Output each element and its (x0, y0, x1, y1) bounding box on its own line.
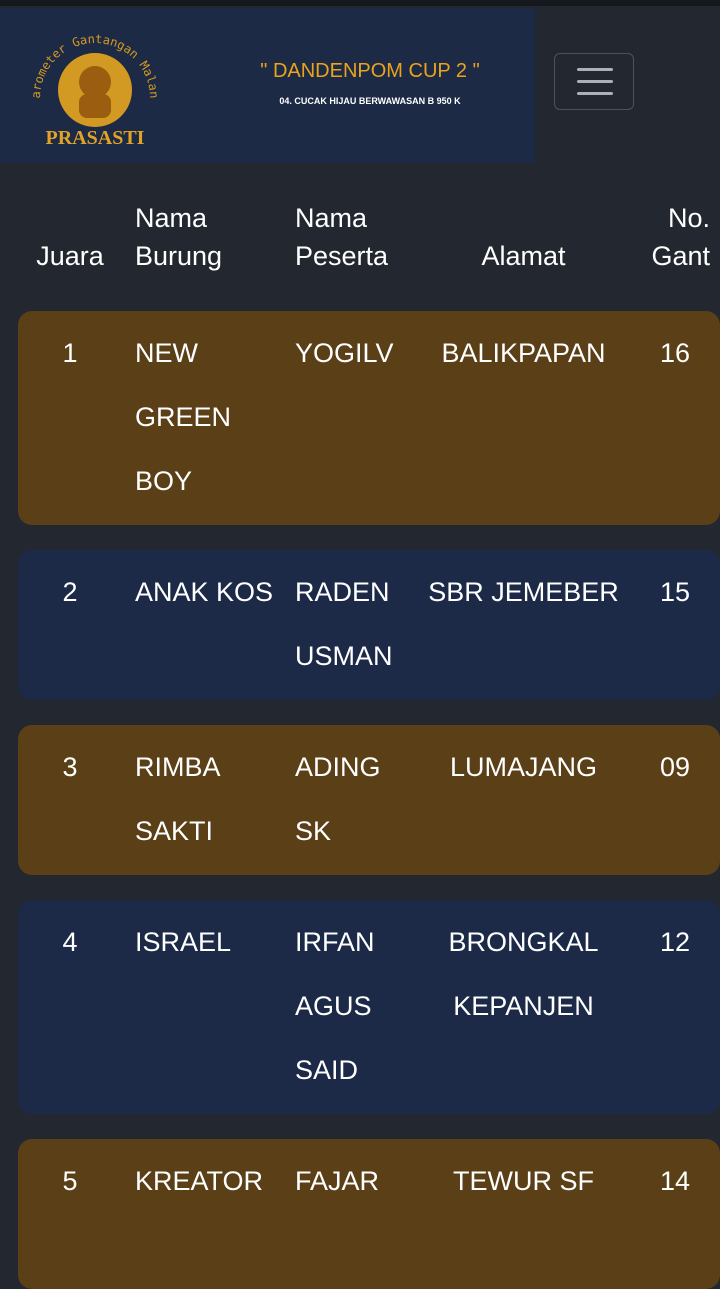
cell: TEWUR SF (453, 1166, 594, 1196)
cell: FAJAR (295, 1166, 380, 1196)
cell: 15 (659, 577, 691, 607)
column-header: Juara (36, 241, 104, 271)
cell: 3 (62, 752, 78, 782)
cell: 14 (659, 1166, 691, 1196)
cell: BALIKPAPAN (441, 338, 606, 368)
menu-button[interactable] (554, 53, 634, 110)
cell: ANAK KOS (135, 577, 274, 607)
result-row: 2 ANAK KOS RADEN USMAN SBR JEMEBER 15 (18, 550, 720, 700)
result-row: 5 KREATOR FAJAR TEWUR SF 14 (18, 1139, 720, 1289)
subtitle: 04. CUCAK HIJAU BERWAWASAN B 950 K (279, 96, 461, 106)
column-header: Alamat (481, 241, 566, 271)
cell: ISRAEL (135, 927, 232, 957)
result-row: 3 RIMBA SAKTI ADING SK LUMAJANG 09 (18, 725, 720, 875)
cell: LUMAJANG (449, 752, 598, 782)
cell: 4 (62, 927, 78, 957)
cell: ADING SK (295, 752, 381, 846)
cell: RADEN USMAN (295, 577, 393, 671)
result-row: 1 NEW GREEN BOY YOGILV BALIKPAPAN 16 (18, 311, 720, 525)
logo: Barometer Gantangan Malang PRASASTI (20, 20, 161, 149)
cell: IRFAN AGUS SAID (295, 927, 375, 1085)
result-row: 4 ISRAEL IRFAN AGUS SAID BRONGKAL KEPANJEN 1… (18, 900, 720, 1114)
cell: BRONGKAL KEPANJEN (448, 927, 599, 1021)
column-header: Nama Burung (135, 203, 223, 271)
cell: 5 (62, 1166, 78, 1196)
cell: NEW GREEN BOY (135, 338, 232, 496)
logo-name: PRASASTI (46, 127, 145, 149)
cell: SBR JEMEBER (428, 577, 619, 607)
cell: RIMBA SAKTI (135, 752, 220, 846)
cell: YOGILV (295, 338, 394, 368)
cell: 2 (62, 577, 78, 607)
title: " DANDENPOM CUP 2 " (260, 60, 480, 82)
status-bar (0, 0, 720, 6)
cell: 16 (659, 338, 691, 368)
header: Barometer Gantangan Malang PRASASTI " DA… (0, 8, 535, 163)
column-header: No. Gant (651, 203, 710, 271)
column-header: Nama Peserta (295, 203, 389, 271)
cell: 09 (659, 752, 691, 782)
cell: 12 (659, 927, 691, 957)
cell: KREATOR (135, 1166, 264, 1196)
cell: 1 (62, 338, 78, 368)
